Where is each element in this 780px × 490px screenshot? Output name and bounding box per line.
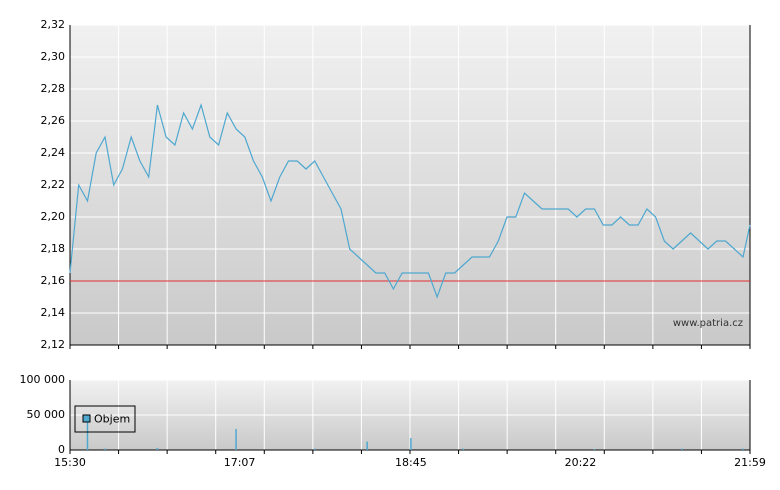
y-tick-label: 2,16 — [41, 274, 66, 287]
volume-bar — [156, 447, 159, 450]
y-tick-label: 2,24 — [41, 146, 66, 159]
x-tick-label: 20:22 — [565, 456, 597, 469]
watermark: www.patria.cz — [673, 318, 743, 329]
legend-swatch — [82, 414, 91, 423]
volume-bar — [410, 438, 412, 450]
x-tick-label: 17:07 — [224, 456, 256, 469]
y-tick-label: 2,32 — [41, 18, 66, 31]
y-tick-label: 50 000 — [27, 408, 66, 421]
volume-bar — [742, 448, 744, 450]
y-tick-label: 2,30 — [41, 50, 66, 63]
y-tick-label: 100 000 — [20, 373, 66, 386]
volume-bar — [593, 448, 596, 450]
volume-bar — [86, 422, 89, 450]
volume-bar — [462, 448, 465, 450]
x-tick-label: 15:30 — [54, 456, 86, 469]
x-tick-label: 18:45 — [395, 456, 427, 469]
y-tick-label: 2,20 — [41, 210, 66, 223]
x-tick-label: 21:59 — [734, 456, 766, 469]
y-tick-label: 2,26 — [41, 114, 66, 127]
volume-bar — [104, 448, 106, 450]
legend-label: Objem — [94, 413, 130, 426]
y-tick-label: 2,22 — [41, 178, 66, 191]
legend-box — [74, 405, 136, 433]
y-tick-label: 2,14 — [41, 306, 66, 319]
volume-bar — [681, 448, 683, 450]
volume-bar — [313, 448, 316, 450]
volume-bar — [366, 441, 368, 450]
volume-bar — [235, 429, 237, 450]
y-tick-label: 2,12 — [41, 338, 66, 351]
y-tick-label: 2,18 — [41, 242, 66, 255]
y-tick-label: 0 — [58, 443, 65, 456]
price-line — [69, 103, 751, 299]
y-tick-label: 2,28 — [41, 82, 66, 95]
